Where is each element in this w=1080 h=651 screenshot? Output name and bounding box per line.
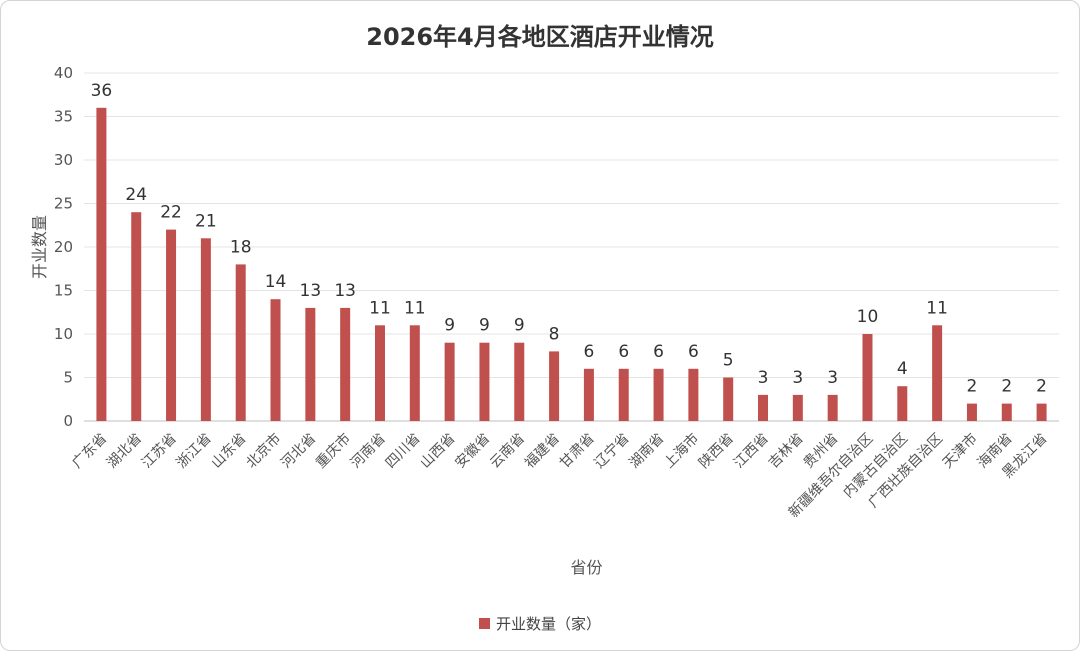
bar <box>792 394 803 421</box>
x-tick-label: 安徽省 <box>452 431 493 472</box>
data-label: 3 <box>827 368 838 388</box>
data-label: 4 <box>897 359 908 379</box>
data-label: 9 <box>479 316 490 336</box>
y-axis-title: 开业数量 <box>30 215 49 279</box>
bar <box>305 307 316 421</box>
y-tick-label: 25 <box>54 195 73 213</box>
data-label: 9 <box>444 316 455 336</box>
bar <box>514 342 525 421</box>
x-tick-label: 湖南省 <box>626 431 667 472</box>
x-tick-label: 甘肃省 <box>557 431 598 472</box>
x-tick-label: 山西省 <box>417 431 458 472</box>
bar <box>862 334 873 421</box>
data-label: 8 <box>549 324 560 344</box>
x-tick-label: 福建省 <box>522 431 563 472</box>
data-label: 21 <box>195 211 217 231</box>
bar <box>374 325 385 421</box>
bar <box>444 342 455 421</box>
data-label: 6 <box>688 342 699 362</box>
chart-title: 2026年4月各地区酒店开业情况 <box>366 23 714 51</box>
x-tick-label: 陕西省 <box>696 431 737 472</box>
data-label: 11 <box>369 298 391 318</box>
data-label: 2 <box>1001 377 1012 397</box>
bar <box>897 386 908 421</box>
x-tick-label: 四川省 <box>383 431 424 472</box>
data-label: 9 <box>514 316 525 336</box>
x-tick-label: 河南省 <box>348 431 389 472</box>
y-tick-label: 20 <box>54 238 73 256</box>
data-label: 18 <box>230 237 252 257</box>
data-label: 22 <box>160 203 182 223</box>
data-label: 2 <box>967 377 978 397</box>
bar <box>409 325 420 421</box>
bar <box>549 351 560 421</box>
y-tick-label: 0 <box>63 412 73 430</box>
y-tick-label: 40 <box>54 64 73 82</box>
x-tick-label: 湖北省 <box>104 431 145 472</box>
data-label: 24 <box>125 185 147 205</box>
x-tick-label: 江苏省 <box>139 431 180 472</box>
legend: 开业数量（家） <box>1 613 1079 634</box>
bar <box>653 368 664 421</box>
data-label: 6 <box>583 342 594 362</box>
data-label: 13 <box>334 281 356 301</box>
data-label: 6 <box>653 342 664 362</box>
data-label: 6 <box>618 342 629 362</box>
legend-label: 开业数量（家） <box>495 615 601 633</box>
bar <box>1001 403 1012 421</box>
data-label: 13 <box>300 281 322 301</box>
x-tick-label: 上海市 <box>660 430 702 472</box>
data-label: 5 <box>723 351 734 371</box>
bar <box>827 394 838 421</box>
bar <box>618 368 629 421</box>
x-tick-label: 北京市 <box>243 430 285 472</box>
x-tick-label: 广东省 <box>69 431 110 472</box>
x-tick-label: 重庆市 <box>312 430 354 472</box>
y-tick-label: 5 <box>63 369 73 387</box>
x-tick-label: 天津市 <box>939 430 981 472</box>
data-label: 3 <box>758 368 769 388</box>
data-label: 11 <box>404 298 426 318</box>
x-axis-title: 省份 <box>570 558 602 577</box>
y-tick-label: 10 <box>54 325 73 343</box>
x-tick-label: 山东省 <box>209 431 250 472</box>
y-tick-label: 30 <box>54 151 73 169</box>
legend-swatch <box>478 618 490 629</box>
data-label: 10 <box>857 307 879 327</box>
x-tick-label: 吉林省 <box>766 431 807 472</box>
bar <box>131 212 142 421</box>
data-label: 11 <box>926 298 948 318</box>
bar <box>235 264 246 421</box>
bar <box>200 238 211 421</box>
x-tick-label: 江西省 <box>731 431 772 472</box>
bar <box>966 403 977 421</box>
data-label: 14 <box>265 272 287 292</box>
x-tick-label: 云南省 <box>487 431 528 472</box>
y-tick-label: 15 <box>54 282 73 300</box>
x-tick-label: 河北省 <box>278 431 319 472</box>
bar <box>270 299 281 421</box>
y-tick-label: 35 <box>54 108 73 126</box>
x-tick-label: 辽宁省 <box>591 430 633 472</box>
data-label: 2 <box>1036 377 1047 397</box>
x-tick-label: 浙江省 <box>174 431 215 472</box>
bar <box>932 325 943 421</box>
bar <box>688 368 699 421</box>
data-label: 36 <box>91 81 113 101</box>
bar <box>583 368 594 421</box>
bar <box>1036 403 1047 421</box>
bar <box>479 342 490 421</box>
bar <box>758 394 769 421</box>
bar <box>723 377 734 421</box>
bar <box>340 307 351 421</box>
bar <box>96 107 107 422</box>
data-label: 3 <box>792 368 803 388</box>
bar <box>166 229 177 421</box>
